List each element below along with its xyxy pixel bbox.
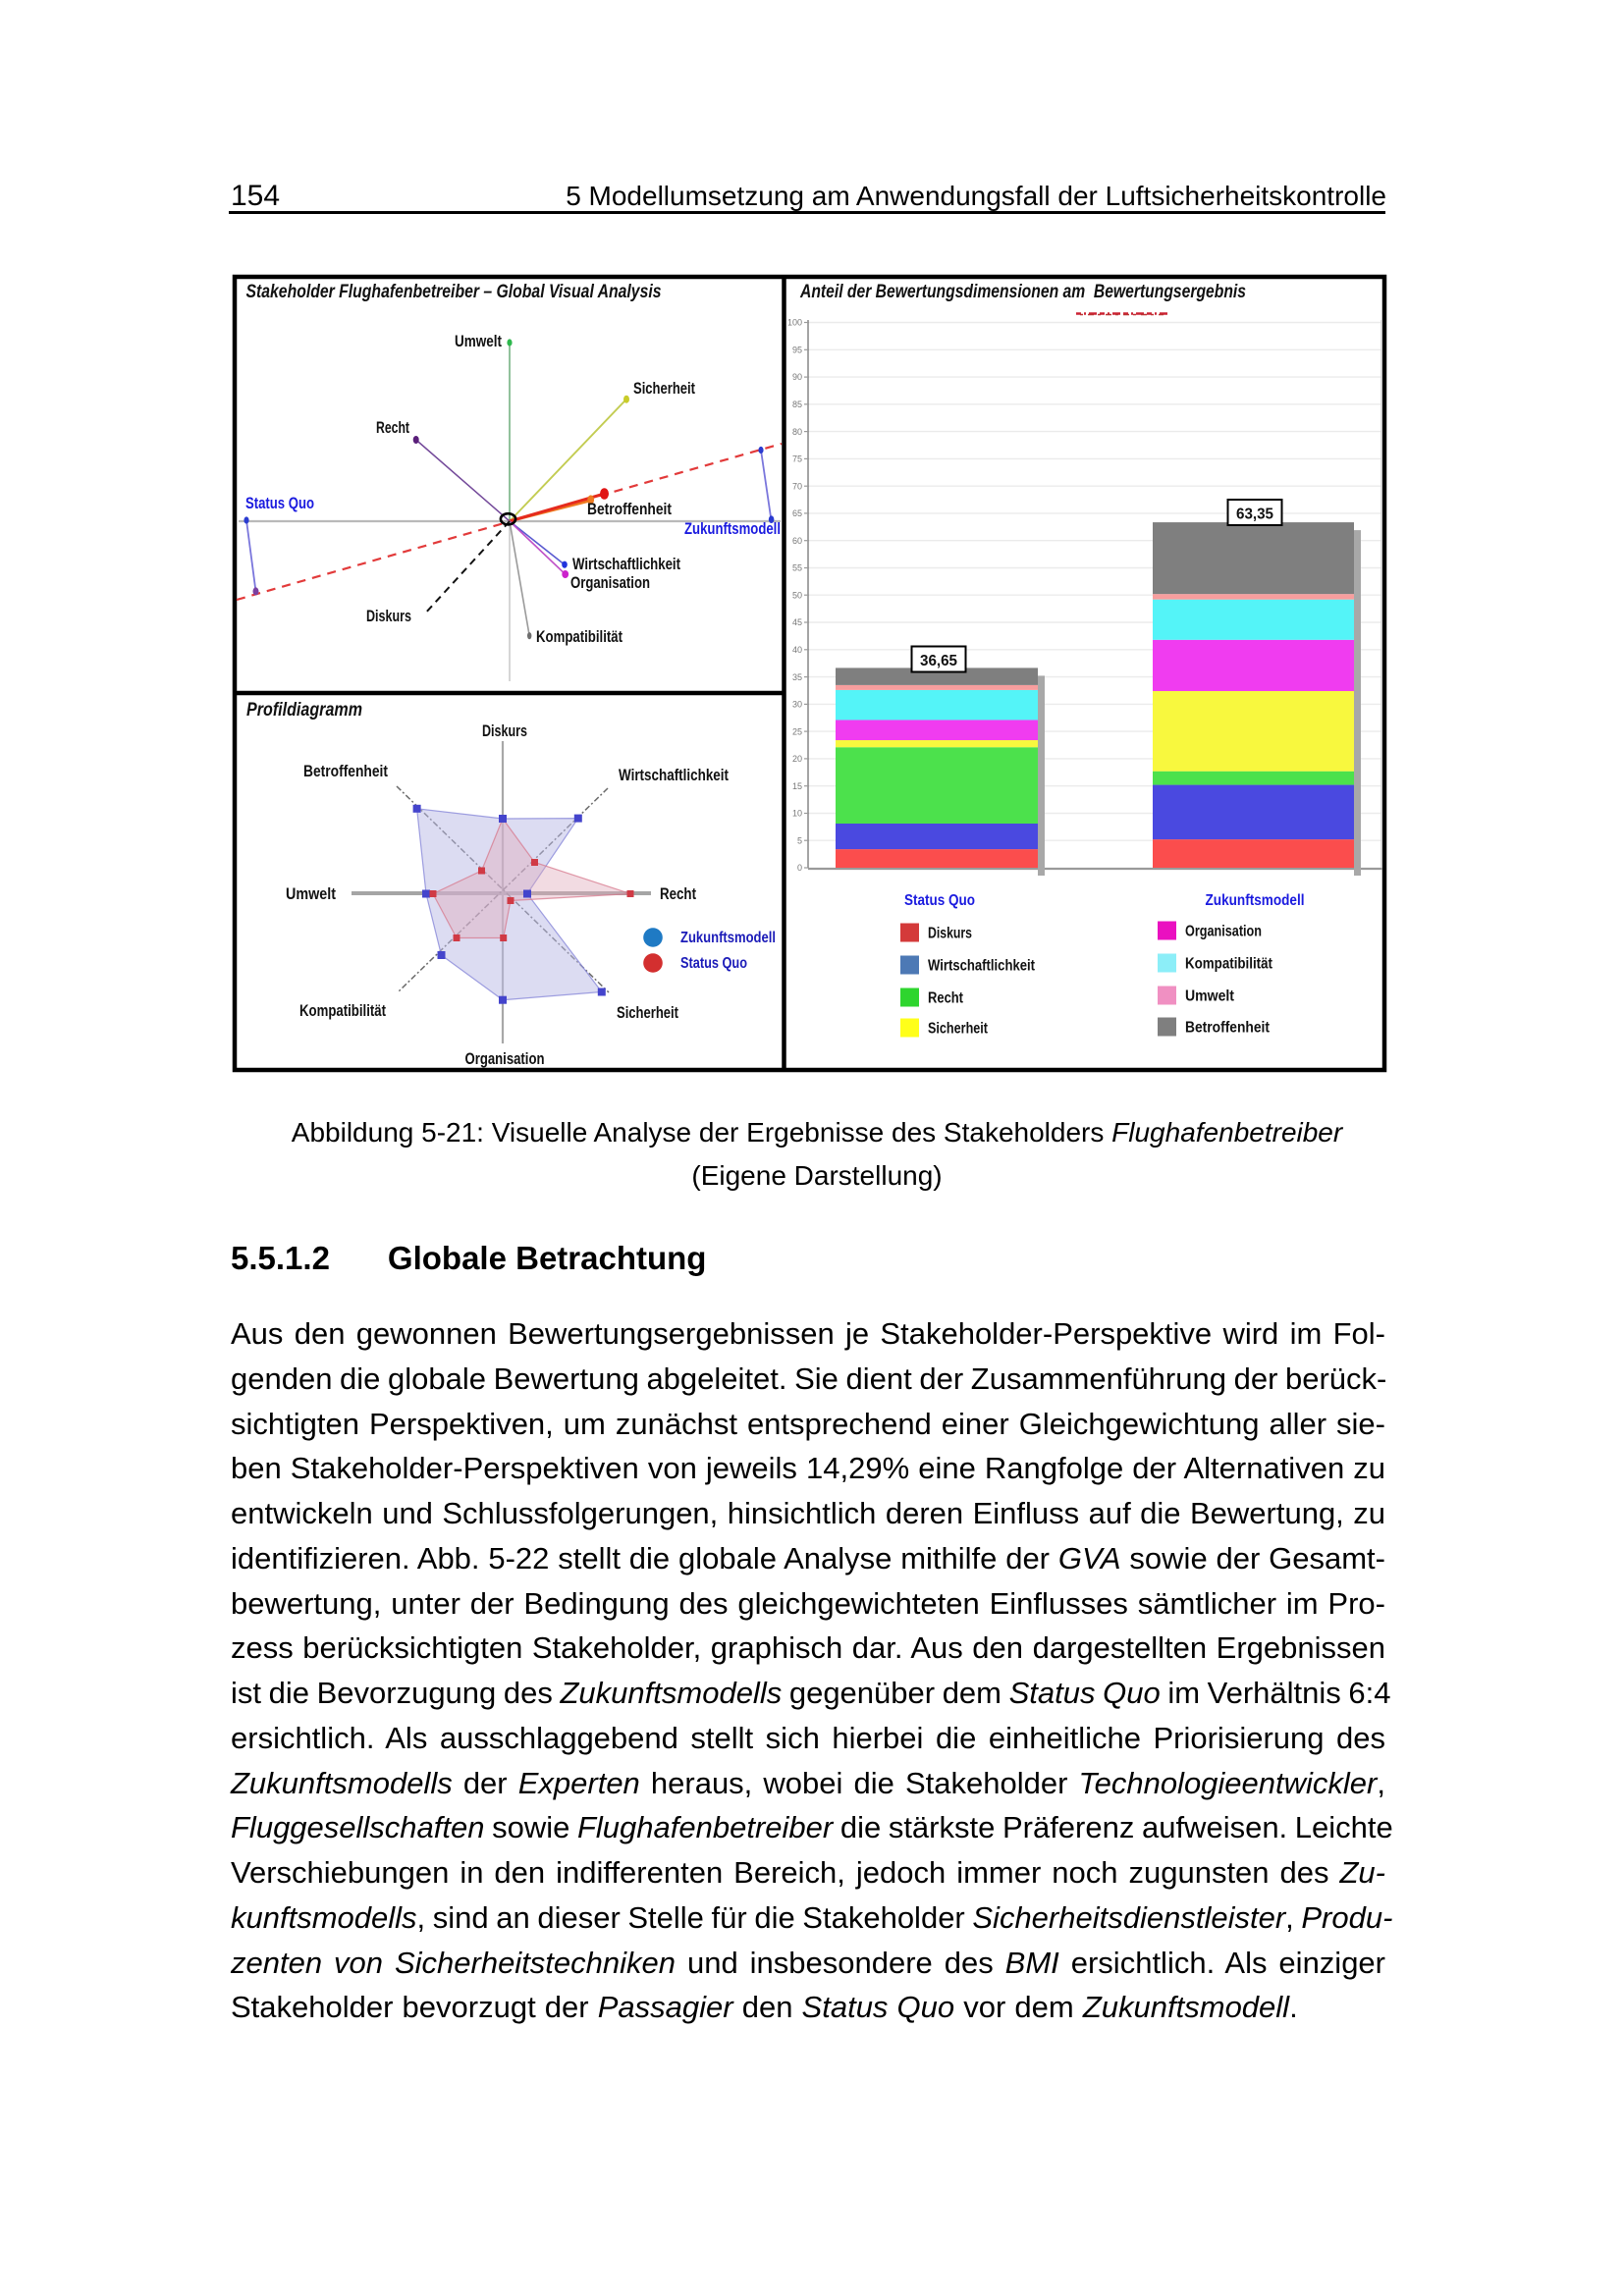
svg-text:Umwelt: Umwelt bbox=[455, 332, 502, 350]
svg-text:35: 35 bbox=[792, 672, 802, 682]
svg-text:Wirtschaftlichkeit: Wirtschaftlichkeit bbox=[928, 958, 1036, 975]
svg-text:70: 70 bbox=[792, 481, 802, 491]
svg-text:Anteil der Bewertungsdimension: Anteil der Bewertungsdimensionen am Bewe… bbox=[799, 282, 1246, 302]
svg-text:45: 45 bbox=[792, 617, 802, 627]
svg-text:Kompatibilität: Kompatibilität bbox=[1185, 956, 1273, 973]
svg-text:85: 85 bbox=[792, 400, 802, 409]
svg-text:Kompatibilität: Kompatibilität bbox=[299, 1001, 386, 1020]
svg-text:Umwelt: Umwelt bbox=[286, 884, 336, 903]
svg-text:80: 80 bbox=[792, 427, 802, 437]
svg-text:Organisation: Organisation bbox=[465, 1049, 545, 1068]
svg-text:Organisation: Organisation bbox=[570, 573, 650, 592]
svg-text:65: 65 bbox=[792, 508, 802, 518]
svg-text:Betroffenheit: Betroffenheit bbox=[303, 762, 388, 780]
svg-text:Kompatibilität: Kompatibilität bbox=[536, 627, 623, 646]
svg-text:Zukunftsmodell: Zukunftsmodell bbox=[684, 519, 781, 538]
svg-text:40: 40 bbox=[792, 645, 802, 655]
svg-text:Diskurs: Diskurs bbox=[928, 926, 972, 942]
svg-text:63,35: 63,35 bbox=[1236, 507, 1273, 523]
svg-text:Status Quo: Status Quo bbox=[904, 892, 975, 909]
svg-text:75: 75 bbox=[792, 454, 802, 464]
svg-text:Status Quo: Status Quo bbox=[245, 494, 314, 512]
svg-text:5: 5 bbox=[797, 835, 802, 845]
svg-text:Wirtschaftlichkeit: Wirtschaftlichkeit bbox=[572, 555, 680, 573]
svg-text:10: 10 bbox=[792, 809, 802, 819]
svg-text:Betroffenheit: Betroffenheit bbox=[587, 500, 672, 518]
svg-text:36,65: 36,65 bbox=[920, 653, 957, 669]
svg-text:Sicherheit: Sicherheit bbox=[928, 1021, 989, 1038]
svg-text:60: 60 bbox=[792, 536, 802, 546]
svg-text:Recht: Recht bbox=[376, 418, 409, 437]
svg-text:50: 50 bbox=[792, 591, 802, 601]
svg-text:Diskurs: Diskurs bbox=[482, 721, 527, 740]
svg-text:Sicherheit: Sicherheit bbox=[633, 379, 695, 398]
svg-text:Recht: Recht bbox=[928, 990, 964, 1007]
svg-text:Wirtschaftlichkeit: Wirtschaftlichkeit bbox=[619, 766, 729, 784]
svg-text:100: 100 bbox=[787, 318, 802, 328]
svg-text:20: 20 bbox=[792, 754, 802, 764]
svg-text:Zukunftsmodell: Zukunftsmodell bbox=[1206, 892, 1305, 909]
svg-text:Status Quo: Status Quo bbox=[680, 955, 747, 972]
svg-text:Organisation: Organisation bbox=[1185, 924, 1262, 940]
svg-text:Recht: Recht bbox=[660, 884, 696, 903]
svg-text:90: 90 bbox=[792, 372, 802, 382]
svg-text:95: 95 bbox=[792, 346, 802, 355]
svg-text:0: 0 bbox=[797, 863, 802, 873]
svg-text:15: 15 bbox=[792, 781, 802, 791]
svg-text:25: 25 bbox=[792, 726, 802, 736]
svg-text:Stakeholder Flughafenbetreiber: Stakeholder Flughafenbetreiber – Global … bbox=[246, 282, 662, 302]
svg-text:30: 30 bbox=[792, 700, 802, 710]
svg-text:Diskurs: Diskurs bbox=[366, 607, 411, 625]
svg-text:Betroffenheit: Betroffenheit bbox=[1185, 1020, 1271, 1037]
svg-text:Profildiagramm: Profildiagramm bbox=[246, 700, 362, 721]
svg-text:55: 55 bbox=[792, 563, 802, 573]
svg-text:Sicherheit: Sicherheit bbox=[617, 1003, 678, 1022]
svg-text:Zukunftsmodell: Zukunftsmodell bbox=[680, 930, 776, 946]
svg-text:Umwelt: Umwelt bbox=[1185, 988, 1235, 1005]
